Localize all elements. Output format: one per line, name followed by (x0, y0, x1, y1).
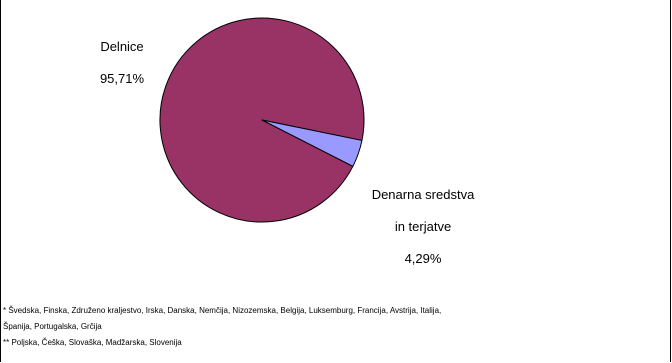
slice-name-delnice: Delnice (100, 39, 144, 54)
footnote-line-1: * Švedska, Finska, Združeno kraljestvo, … (3, 306, 442, 315)
footnotes: * Švedska, Finska, Združeno kraljestvo, … (3, 303, 563, 351)
slice-name-denarna-line2: in terjatve (394, 219, 452, 234)
footnote-line-3: ** Poljska, Češka, Slovaška, Madžarska, … (3, 338, 182, 347)
footnote-line-2: Španija, Portugalska, Grčija (3, 322, 102, 331)
slice-label-denarna: Denarna sredstva in terjatve 4,29% (358, 171, 488, 283)
slice-name-denarna-line1: Denarna sredstva (371, 187, 475, 202)
slice-value-delnice: 95,71% (99, 71, 145, 86)
slice-label-delnice: Delnice 95,71% (82, 23, 162, 103)
slice-value-denarna: 4,29% (404, 251, 442, 266)
pie-slice-denarna-sredstva (261, 119, 363, 167)
